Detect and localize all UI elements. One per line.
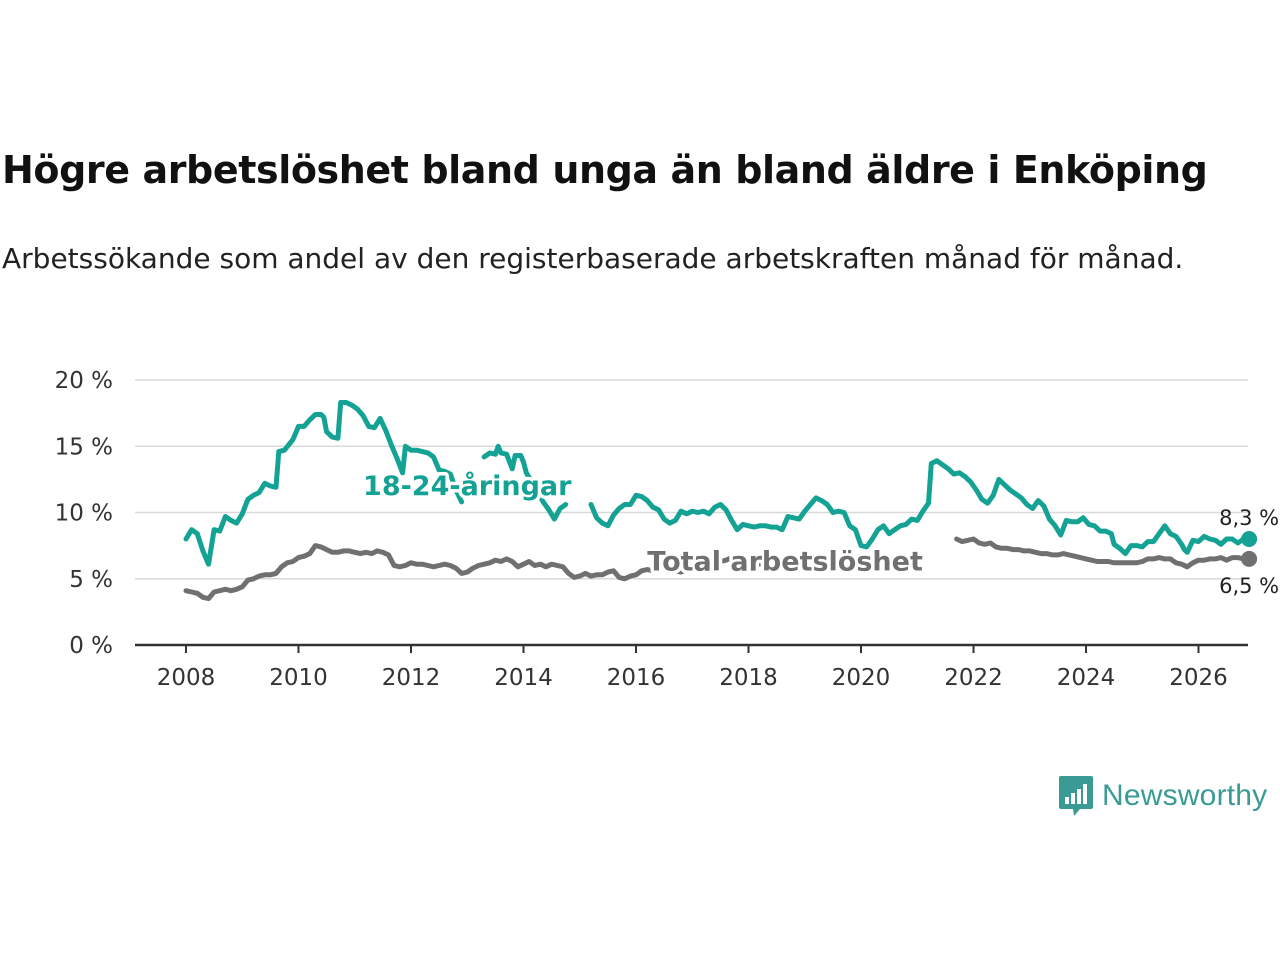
y-tick-label: 20 % <box>55 368 113 394</box>
x-tick-label: 2010 <box>269 665 328 691</box>
series-line-total <box>954 536 1252 570</box>
x-tick-label: 2008 <box>157 665 216 691</box>
series-line-youth <box>183 400 465 567</box>
y-tick-label: 5 % <box>69 567 113 593</box>
x-tick-label: 2022 <box>944 665 1003 691</box>
y-tick-label: 15 % <box>55 434 113 460</box>
newsworthy-logo[interactable]: Newsworthy <box>1058 772 1267 820</box>
series-end-dot <box>1241 531 1258 547</box>
chart-title: Högre arbetslöshet bland unga än bland ä… <box>2 148 1208 192</box>
series-end-label: 6,5 % <box>1219 574 1279 598</box>
series-label-youth: 18-24-åringar <box>363 470 572 502</box>
series-line-youth <box>481 443 569 522</box>
x-tick-label: 2012 <box>382 665 441 691</box>
series-label-total: Total arbetslöshet <box>647 547 923 578</box>
x-tick-label: 2020 <box>832 665 891 691</box>
x-tick-label: 2016 <box>607 665 666 691</box>
x-tick-label: 2014 <box>494 665 553 691</box>
series-line-total <box>183 543 774 602</box>
chart-subtitle: Arbetssökande som andel av den registerb… <box>2 242 1184 275</box>
y-tick-label: 0 % <box>69 633 113 659</box>
x-tick-label: 2026 <box>1169 665 1228 691</box>
y-tick-label: 10 % <box>55 501 113 527</box>
series-line-youth <box>588 458 1252 557</box>
series-end-label: 8,3 % <box>1219 506 1279 530</box>
x-tick-label: 2024 <box>1057 665 1116 691</box>
line-chart: 0 % 5 % 10 % 15 % 20 % 2008 2010 2012 2014 2016 20… <box>55 368 1280 691</box>
series-end-dot <box>1241 550 1258 567</box>
series-layer <box>183 400 1258 602</box>
x-tick-label: 2018 <box>719 665 778 691</box>
grid-layer: 0 % 5 % 10 % 15 % 20 % 2008 2010 2012 2014 2016 20… <box>55 368 1248 691</box>
newsworthy-bar-chart-icon <box>1059 776 1093 816</box>
label-layer: 8,3 % 6,5 % 18-24-åringar Total arbetslöshe… <box>360 467 1280 598</box>
logo-text: Newsworthy <box>1102 779 1268 812</box>
